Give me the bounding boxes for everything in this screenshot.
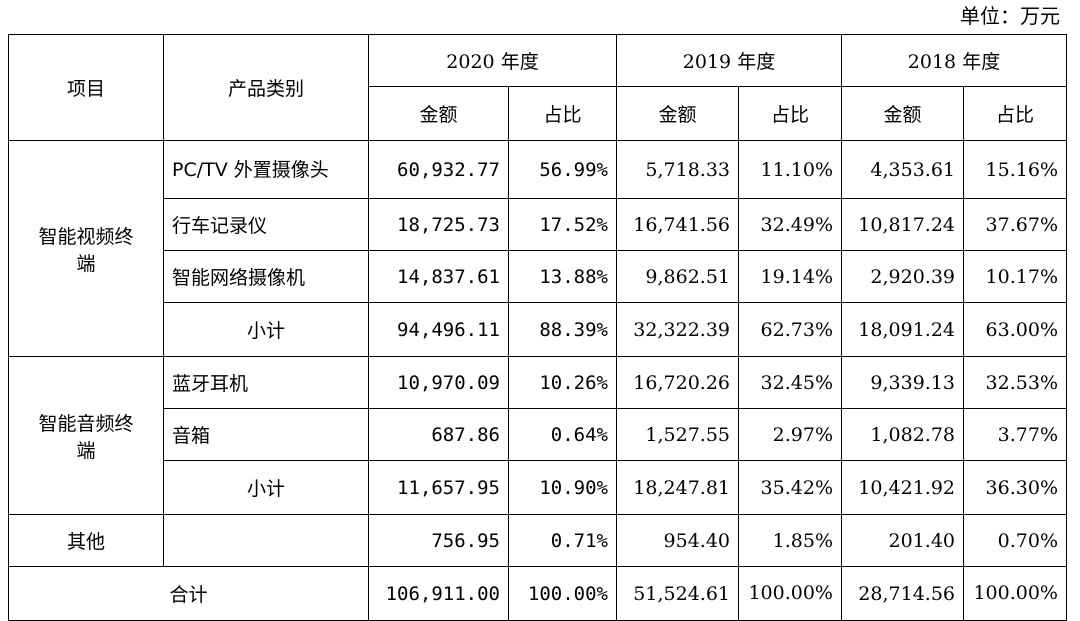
subtotal-row-video: 小计 94,496.11 88.39% 32,322.39 62.73% 18,…: [9, 302, 1067, 357]
header-ratio-2020: 占比: [508, 86, 617, 141]
cell-ratio-2019: 11.10%: [738, 140, 842, 199]
cell-ratio-2019: 19.14%: [738, 250, 842, 303]
cell-amount-2018: 9,339.13: [841, 356, 964, 409]
cell-amount-2019: 5,718.33: [616, 140, 739, 199]
group-label-audio: 智能音频终端: [8, 356, 164, 515]
cell-amount-2020: 18,725.73: [368, 198, 509, 251]
empty-cell: [163, 514, 369, 567]
cell-ratio-2020: 17.52%: [508, 198, 617, 251]
cell-ratio-2018: 0.70%: [963, 514, 1067, 567]
cell-ratio-2019: 1.85%: [738, 514, 842, 567]
cell-amount-2018: 4,353.61: [841, 140, 964, 199]
cell-amount-2019: 1,527.55: [616, 408, 739, 461]
category-name: 行车记录仪: [163, 198, 369, 251]
group-label-video: 智能视频终端: [8, 140, 164, 357]
header-ratio-2019: 占比: [738, 86, 842, 141]
subtotal-label: 小计: [163, 460, 369, 515]
cell-ratio-2018: 37.67%: [963, 198, 1067, 251]
header-year-2018: 2018 年度: [841, 34, 1067, 87]
cell-amount-2020: 756.95: [368, 514, 509, 567]
cell-amount-2019: 18,247.81: [616, 460, 739, 515]
header-category: 产品类别: [163, 34, 369, 141]
cell-amount-2018: 28,714.56: [841, 566, 964, 621]
header-amount-2020: 金额: [368, 86, 509, 141]
cell-amount-2020: 94,496.11: [368, 302, 509, 357]
table-row: 智能音频终端 蓝牙耳机 10,970.09 10.26% 16,720.26 3…: [8, 356, 1067, 515]
cell-ratio-2018: 32.53%: [963, 356, 1067, 409]
cell-ratio-2020: 88.39%: [508, 302, 617, 357]
header-item: 项目: [8, 34, 164, 141]
category-name: 智能网络摄像机: [163, 250, 369, 303]
category-name: PC/TV 外置摄像头: [163, 140, 369, 199]
cell-amount-2019: 32,322.39: [616, 302, 739, 357]
category-name: 音箱: [163, 408, 369, 461]
other-row: 其他 756.95 0.71% 954.40 1.85% 201.40 0.70…: [8, 514, 1067, 567]
header-year-2019: 2019 年度: [616, 34, 842, 87]
subtotal-row-audio: 小计 11,657.95 10.90% 18,247.81 35.42% 10,…: [9, 460, 1067, 515]
cell-amount-2019: 9,862.51: [616, 250, 739, 303]
cell-amount-2020: 687.86: [368, 408, 509, 461]
cell-amount-2020: 10,970.09: [368, 356, 509, 409]
header-ratio-2018: 占比: [963, 86, 1067, 141]
header-row-years: 项目 产品类别 2020 年度 2019 年度 2018 年度: [8, 34, 1067, 141]
header-amount-2018: 金额: [841, 86, 964, 141]
cell-ratio-2018: 36.30%: [963, 460, 1067, 515]
cell-ratio-2020: 10.90%: [508, 460, 617, 515]
cell-amount-2020: 60,932.77: [368, 140, 509, 199]
cell-amount-2020: 106,911.00: [368, 566, 509, 621]
revenue-table: 项目 产品类别 2020 年度 2019 年度 2018 年度 金额 占比 金额…: [8, 34, 1067, 621]
cell-ratio-2019: 2.97%: [738, 408, 842, 461]
cell-amount-2019: 954.40: [616, 514, 739, 567]
cell-amount-2019: 51,524.61: [616, 566, 739, 621]
cell-ratio-2020: 56.99%: [508, 140, 617, 199]
cell-amount-2018: 10,421.92: [841, 460, 964, 515]
total-row: 合计 106,911.00 100.00% 51,524.61 100.00% …: [8, 566, 1067, 621]
cell-ratio-2020: 0.71%: [508, 514, 617, 567]
other-label: 其他: [8, 514, 164, 567]
cell-ratio-2020: 13.88%: [508, 250, 617, 303]
cell-amount-2019: 16,720.26: [616, 356, 739, 409]
cell-ratio-2019: 100.00%: [738, 566, 842, 621]
cell-amount-2018: 1,082.78: [841, 408, 964, 461]
cell-ratio-2018: 10.17%: [963, 250, 1067, 303]
header-amount-2019: 金额: [616, 86, 739, 141]
cell-amount-2018: 201.40: [841, 514, 964, 567]
table-row: 音箱 687.86 0.64% 1,527.55 2.97% 1,082.78 …: [9, 408, 1067, 461]
cell-ratio-2019: 32.49%: [738, 198, 842, 251]
cell-ratio-2018: 3.77%: [963, 408, 1067, 461]
cell-amount-2018: 18,091.24: [841, 302, 964, 357]
table-row: 智能视频终端 PC/TV 外置摄像头 60,932.77 56.99% 5,71…: [8, 140, 1067, 357]
cell-ratio-2020: 0.64%: [508, 408, 617, 461]
cell-amount-2020: 11,657.95: [368, 460, 509, 515]
total-label: 合计: [8, 566, 369, 621]
cell-ratio-2019: 62.73%: [738, 302, 842, 357]
subtotal-label: 小计: [163, 302, 369, 357]
unit-label: 单位：万元: [960, 4, 1060, 28]
table-row: 智能网络摄像机 14,837.61 13.88% 9,862.51 19.14%…: [9, 250, 1067, 303]
table-row: 行车记录仪 18,725.73 17.52% 16,741.56 32.49% …: [9, 198, 1067, 251]
cell-amount-2018: 10,817.24: [841, 198, 964, 251]
cell-ratio-2018: 15.16%: [963, 140, 1067, 199]
cell-ratio-2019: 32.45%: [738, 356, 842, 409]
cell-ratio-2018: 100.00%: [963, 566, 1067, 621]
category-name: 蓝牙耳机: [163, 356, 369, 409]
cell-amount-2019: 16,741.56: [616, 198, 739, 251]
cell-ratio-2020: 100.00%: [508, 566, 617, 621]
header-year-2020: 2020 年度: [368, 34, 617, 87]
cell-amount-2020: 14,837.61: [368, 250, 509, 303]
cell-ratio-2019: 35.42%: [738, 460, 842, 515]
cell-ratio-2020: 10.26%: [508, 356, 617, 409]
header-row-metrics: 金额 占比 金额 占比 金额 占比: [9, 86, 1067, 141]
cell-ratio-2018: 63.00%: [963, 302, 1067, 357]
cell-amount-2018: 2,920.39: [841, 250, 964, 303]
